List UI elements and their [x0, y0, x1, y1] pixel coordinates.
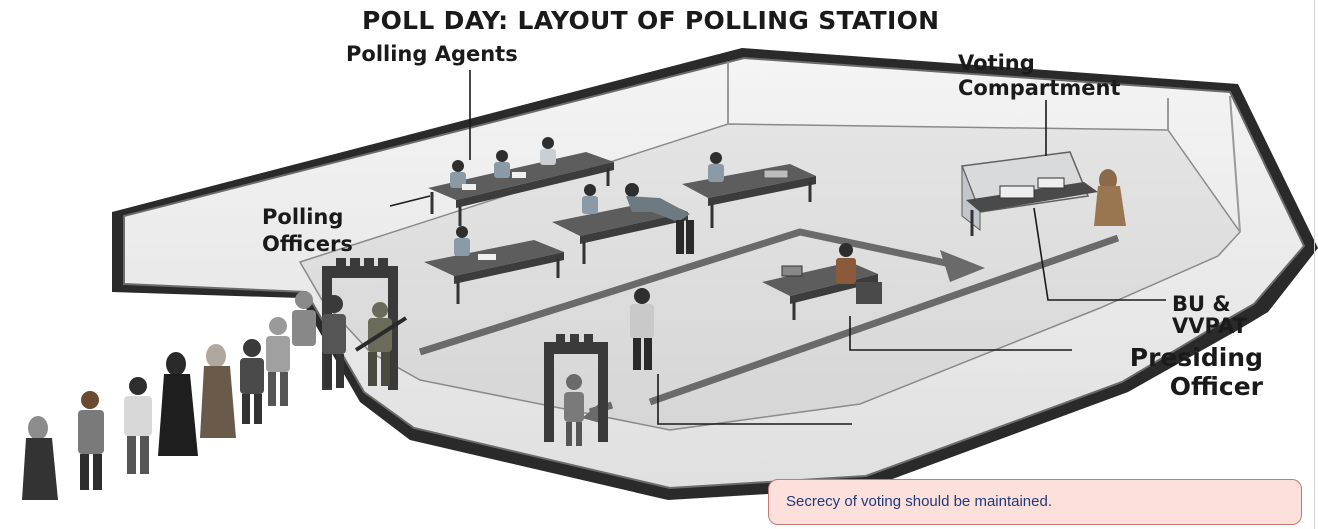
- label-officers-line2: Officers: [262, 232, 353, 256]
- label-officers-line1: Polling: [262, 205, 344, 229]
- voter-path: [418, 228, 1120, 424]
- voting-compartment: [960, 151, 1126, 236]
- label-bu-line2: VVPAT: [1172, 314, 1247, 338]
- voter-queue: [22, 291, 346, 500]
- label-bu-vvpat: BU & VVPAT: [1172, 293, 1247, 337]
- label-bu-line1: BU &: [1172, 292, 1231, 316]
- presiding-officer-desk: [762, 243, 882, 320]
- leader-lines: [389, 70, 1166, 425]
- label-presiding-officer: Presiding Officer: [1075, 343, 1263, 401]
- diagram-title: POLL DAY: LAYOUT OF POLLING STATION: [362, 6, 940, 35]
- label-voting-line1: Voting: [958, 51, 1035, 75]
- polling-agents-table: [428, 137, 614, 226]
- right-divider: [1314, 0, 1315, 529]
- label-presiding-line1: Presiding: [1129, 343, 1263, 372]
- secrecy-note: Secrecy of voting should be maintained.: [786, 493, 1052, 510]
- label-voting-line2: Compartment: [958, 76, 1121, 100]
- label-polling-agents: Polling Agents: [346, 42, 518, 66]
- label-presiding-line2: Officer: [1169, 372, 1263, 401]
- room-walls: [112, 48, 1318, 500]
- note-box: [768, 479, 1302, 525]
- polling-officer-tables: [424, 152, 816, 304]
- label-polling-officers: Polling Officers: [262, 204, 353, 258]
- label-voting-compartment: Voting Compartment: [958, 51, 1120, 101]
